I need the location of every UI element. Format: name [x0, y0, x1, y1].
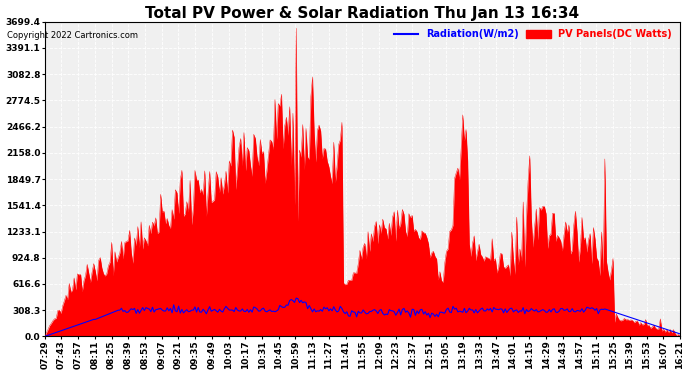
- Legend: Radiation(W/m2), PV Panels(DC Watts): Radiation(W/m2), PV Panels(DC Watts): [391, 27, 675, 42]
- Text: Copyright 2022 Cartronics.com: Copyright 2022 Cartronics.com: [7, 30, 138, 39]
- Title: Total PV Power & Solar Radiation Thu Jan 13 16:34: Total PV Power & Solar Radiation Thu Jan…: [146, 6, 580, 21]
